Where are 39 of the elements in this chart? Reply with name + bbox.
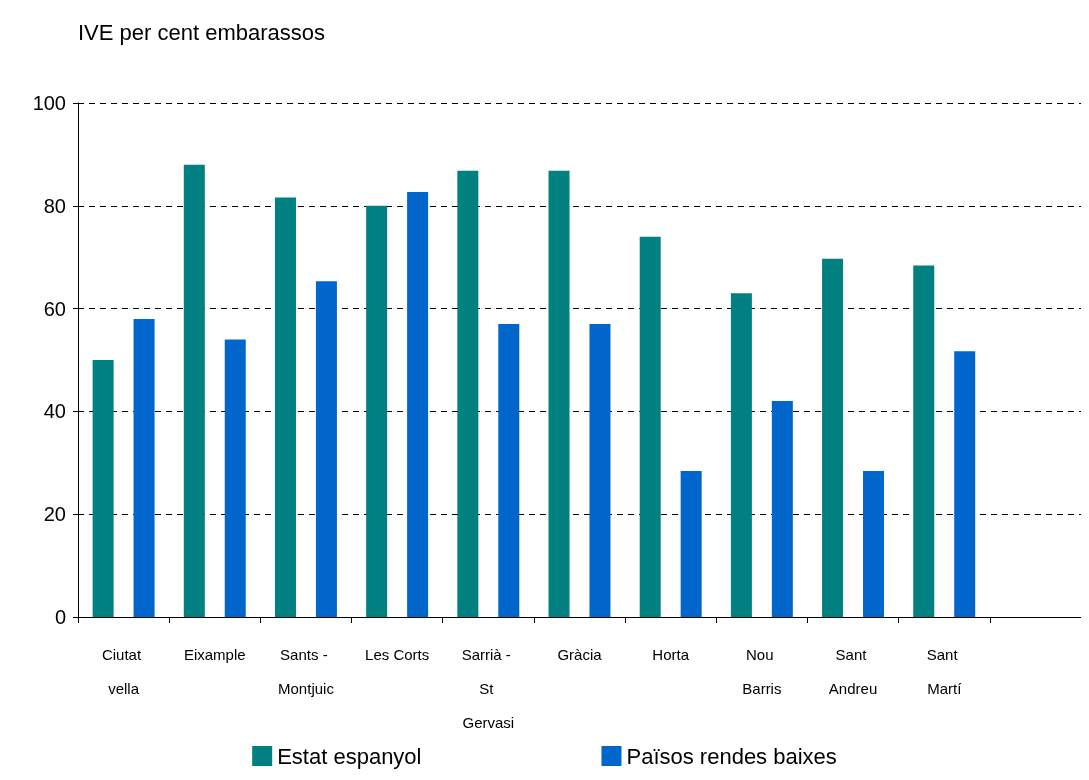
bar [407, 191, 429, 617]
bar [954, 351, 976, 617]
bar [498, 324, 520, 617]
y-tick-label: 20 [43, 503, 66, 526]
bar [274, 197, 296, 617]
bar [224, 339, 246, 617]
bar [730, 293, 752, 617]
bar [366, 205, 388, 617]
bar [183, 164, 205, 617]
chart-title: IVE per cent embarassos [78, 19, 326, 45]
x-tick-label: Gràcia [557, 645, 603, 663]
bar [822, 258, 844, 617]
x-tick-label: Nou Barris [742, 645, 782, 697]
y-tick-label: 80 [43, 194, 66, 217]
x-tick-label: Sant Andreu [828, 645, 878, 697]
y-tick-label: 60 [43, 297, 66, 320]
y-tick-label: 40 [43, 400, 66, 423]
x-tick-label: Sants - Montjuic [278, 645, 335, 697]
legend-label: Països rendes baixes [626, 743, 837, 769]
bar [589, 324, 611, 617]
bar [133, 318, 155, 617]
bar [863, 471, 885, 617]
bar [771, 401, 793, 617]
y-tick-label: 0 [54, 606, 66, 628]
bar [639, 236, 661, 617]
legend-label: Estat espanyol [277, 743, 422, 769]
y-tick-label: 100 [32, 92, 66, 114]
bar [92, 360, 114, 617]
x-tick-label: Horta [652, 645, 690, 663]
bar [457, 170, 479, 617]
bar [548, 170, 570, 617]
bar [680, 471, 702, 617]
x-tick-label: Les Corts [365, 645, 430, 663]
x-tick-label: Sant Martí [926, 645, 963, 697]
x-tick-label: Eixample [183, 645, 246, 663]
bar [315, 281, 337, 617]
x-tick-label: Ciutat vella [101, 645, 146, 697]
bar [913, 265, 935, 617]
x-tick-label: Sarrià - St Gervasi [461, 645, 515, 731]
